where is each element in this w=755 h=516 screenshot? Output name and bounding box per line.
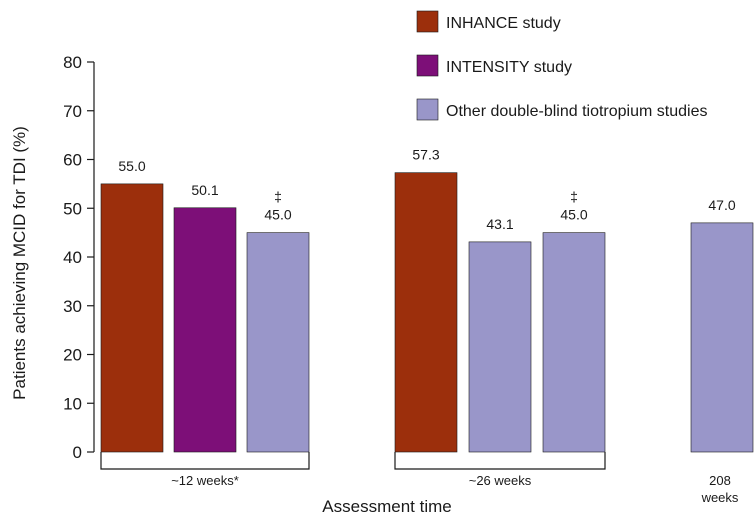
y-tick-label: 30	[63, 297, 82, 316]
x-axis-label: Assessment time	[322, 497, 451, 516]
legend-swatch	[416, 54, 439, 77]
group-label: ~26 weeks	[469, 473, 532, 488]
y-tick-label: 80	[63, 53, 82, 72]
legend-label: INTENSITY study	[446, 59, 572, 76]
data-label: 45.0	[264, 207, 291, 223]
y-tick-label: 70	[63, 102, 82, 121]
y-tick-label: 20	[63, 346, 82, 365]
legend-label: Other double-blind tiotropium studies	[446, 103, 707, 120]
data-label: 55.0	[118, 158, 145, 174]
group-label: ~12 weeks*	[171, 473, 239, 488]
bar	[542, 232, 606, 453]
bar	[468, 241, 532, 453]
y-axis-label: Patients achieving MCID for TDI (%)	[10, 126, 29, 400]
bar	[173, 207, 237, 453]
legend: INHANCE study INTENSITY study Other double…	[416, 10, 707, 121]
y-tick-label: 50	[63, 199, 82, 218]
bar	[690, 222, 754, 453]
group-bracket	[100, 452, 310, 470]
footnote-mark: ‡	[570, 189, 578, 205]
bar	[394, 172, 458, 453]
legend-label: INHANCE study	[446, 15, 561, 32]
bars: 55.0 50.1 45.0 ‡ 57.3 43.1 45.0 ‡ 47.0	[100, 147, 754, 453]
y-tick-label: 10	[63, 394, 82, 413]
data-label: 57.3	[412, 147, 439, 163]
legend-swatch	[416, 98, 439, 121]
data-label: 47.0	[708, 197, 735, 213]
footnote-mark: ‡	[274, 189, 282, 205]
bar	[246, 232, 310, 453]
data-label: 43.1	[486, 216, 513, 232]
group-label: weeks	[701, 490, 739, 505]
group-brackets: ~12 weeks* ~26 weeks 208 weeks	[100, 452, 739, 505]
data-label: 45.0	[560, 207, 587, 223]
bar	[100, 183, 164, 453]
group-bracket	[394, 452, 606, 470]
y-axis: 0 10 20 30 40 50 60 70 80	[63, 53, 95, 462]
y-tick-label: 0	[73, 443, 82, 462]
y-tick-label: 40	[63, 248, 82, 267]
legend-swatch	[416, 10, 439, 33]
group-label: 208	[709, 473, 731, 488]
y-tick-label: 60	[63, 151, 82, 170]
data-label: 50.1	[191, 182, 218, 198]
